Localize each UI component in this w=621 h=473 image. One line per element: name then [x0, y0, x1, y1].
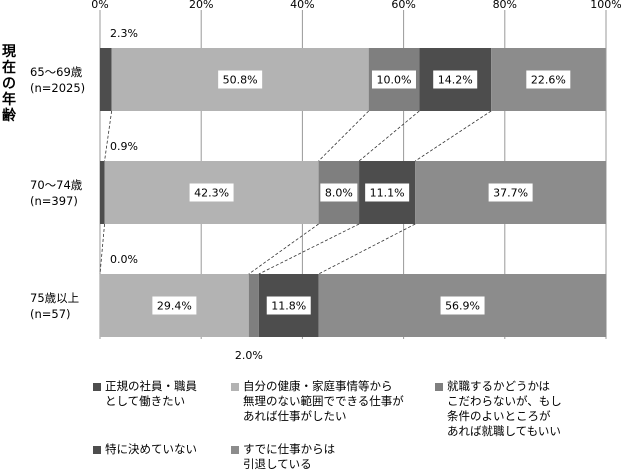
data-label: 11.1% [370, 187, 405, 200]
data-label: 2.0% [235, 349, 263, 362]
connector-line [99, 223, 105, 275]
category-name: 75歳以上 [30, 291, 80, 305]
data-label: 10.0% [377, 74, 412, 87]
data-label: 22.6% [531, 74, 566, 87]
legend-swatch [231, 446, 239, 454]
x-tick-label: 60% [391, 0, 415, 11]
connector-line [248, 223, 319, 275]
legend-swatch [93, 446, 101, 454]
connector-line [318, 110, 369, 162]
x-tick-label: 0% [91, 0, 108, 11]
legend-label: 就職するかどうかは こだわらないが、もし 条件のよいところが あれば就職してもい… [447, 379, 562, 438]
x-tick-label: 80% [493, 0, 517, 11]
category-n: (n=57) [30, 307, 71, 321]
y-axis-title-char: 齢 [2, 108, 16, 124]
legend-swatch [435, 383, 443, 391]
data-label: 42.3% [194, 187, 229, 200]
y-axis-title-char: 年 [2, 92, 16, 108]
data-label-box [371, 70, 416, 89]
legend-label: 正規の社員・職員 として働きたい [105, 379, 197, 408]
bar-segment [100, 48, 112, 111]
legend-item: 就職するかどうかは こだわらないが、もし 条件のよいところが あれば就職してもい… [435, 379, 562, 439]
data-label: 2.3% [110, 27, 138, 40]
bar-segment [248, 274, 259, 337]
data-label: 14.2% [438, 74, 473, 87]
connector-line [318, 223, 416, 275]
bar-segment [100, 161, 105, 224]
data-label-box [440, 296, 485, 315]
connector-line [415, 110, 492, 162]
legend-item: 自分の健康・家庭事情等から 無理のない範囲でできる仕事が あれば仕事がしたい [231, 379, 404, 424]
connector-line [258, 223, 360, 275]
legend-item: 正規の社員・職員 として働きたい [93, 379, 197, 409]
category-label: 65～69歳 (n=2025) [30, 64, 85, 96]
data-label: 0.0% [110, 253, 138, 266]
data-label: 8.0% [325, 187, 353, 200]
legend-item: 特に決めていない [93, 442, 197, 457]
legend-swatch [93, 383, 101, 391]
y-axis-title-char: の [2, 76, 16, 92]
legend-item: すでに仕事からは 引退している [231, 442, 335, 472]
x-tick-label: 20% [189, 0, 213, 11]
data-label-box [152, 296, 197, 315]
x-tick-label: 40% [290, 0, 314, 11]
category-n: (n=397) [30, 194, 78, 208]
data-label-box [218, 70, 263, 89]
category-name: 65～69歳 [30, 65, 83, 79]
data-label: 50.8% [223, 74, 258, 87]
connector-line [104, 110, 113, 162]
data-label: 11.8% [271, 300, 306, 313]
data-label: 29.4% [157, 300, 192, 313]
legend-label: 自分の健康・家庭事情等から 無理のない範囲でできる仕事が あれば仕事がしたい [243, 379, 404, 423]
category-label: 70～74歳 (n=397) [30, 177, 82, 209]
y-axis-title-char: 現 [2, 44, 16, 60]
category-n: (n=2025) [30, 81, 86, 95]
data-label: 0.9% [110, 140, 138, 153]
data-label: 37.7% [493, 187, 528, 200]
category-name: 70～74歳 [30, 178, 83, 192]
data-label-box [365, 183, 410, 202]
category-label: 75歳以上 (n=57) [30, 290, 79, 322]
legend-swatch [231, 383, 239, 391]
data-label-box [320, 183, 358, 202]
data-label-box [526, 70, 571, 89]
data-label-box [488, 183, 533, 202]
legend-label: すでに仕事からは 引退している [243, 442, 336, 471]
data-label-box [433, 70, 478, 89]
connector-line [358, 110, 420, 162]
legend-label: 特に決めていない [105, 442, 197, 456]
data-label: 56.9% [445, 300, 480, 313]
x-tick-label: 100% [590, 0, 621, 11]
data-label-box [266, 296, 311, 315]
y-axis-title: 現 在 の 年 齢 [0, 44, 18, 124]
y-axis-title-char: 在 [2, 60, 16, 76]
data-label-box [189, 183, 234, 202]
